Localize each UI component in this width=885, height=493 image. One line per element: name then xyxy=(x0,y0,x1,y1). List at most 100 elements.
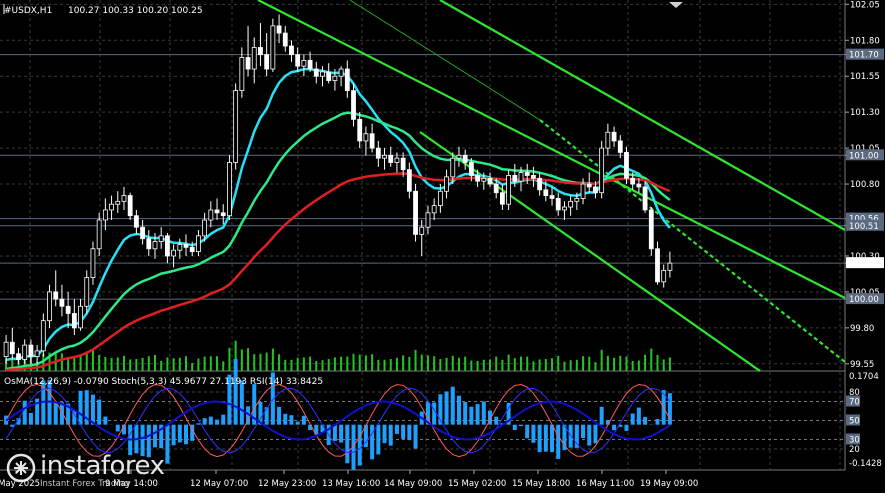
volume-bar xyxy=(259,353,262,371)
candle-body xyxy=(450,157,456,178)
oscillator-axis-label: 80 xyxy=(849,388,860,398)
volume-bar xyxy=(588,356,591,371)
osma-bar xyxy=(593,424,598,444)
candle-body xyxy=(363,133,369,142)
candle-body xyxy=(264,54,270,70)
candle-body xyxy=(102,209,108,221)
candle-body xyxy=(431,205,437,214)
price-label: 101.80 xyxy=(850,36,880,46)
volume-bar xyxy=(48,352,51,371)
volume-bar xyxy=(135,359,138,371)
volume-bar xyxy=(315,361,318,371)
osma-bar xyxy=(450,386,455,425)
volume-bar xyxy=(600,349,603,371)
volume-bar xyxy=(426,355,429,371)
osma-bar xyxy=(22,400,27,425)
candle-body xyxy=(47,291,52,322)
candle-body xyxy=(251,47,257,70)
candle-body xyxy=(617,140,623,153)
price-label: 99.55 xyxy=(850,360,874,370)
candle-body xyxy=(220,212,226,217)
volume-bar xyxy=(284,359,287,371)
osma-bar xyxy=(264,407,269,425)
osma-bar xyxy=(159,424,164,449)
volume-bar xyxy=(327,359,330,371)
osma-bar xyxy=(202,418,207,425)
candle-body xyxy=(630,177,636,185)
candle-body xyxy=(189,246,195,253)
price-label: 101.30 xyxy=(850,108,880,118)
candle-body xyxy=(152,241,158,250)
candle-body xyxy=(512,175,518,182)
candle-body xyxy=(605,131,611,149)
volume-bar xyxy=(5,359,8,371)
volume-bar xyxy=(253,354,256,371)
candle-body xyxy=(568,200,574,208)
candle-body xyxy=(332,75,338,81)
volume-bar xyxy=(333,357,336,371)
candle-body xyxy=(326,71,332,81)
volume-bar xyxy=(346,356,349,371)
volume-bar xyxy=(439,359,442,371)
price-label: 101.70 xyxy=(849,51,879,61)
osma-bar xyxy=(53,401,58,425)
osma-bar xyxy=(146,424,151,458)
volume-bars xyxy=(5,340,671,371)
candle-body xyxy=(239,57,245,91)
volume-bar xyxy=(240,349,243,371)
volume-bar xyxy=(141,357,144,371)
volume-bar xyxy=(358,354,361,371)
channel-line xyxy=(539,119,846,363)
price-axis: 102.05 101.80 101.70 101.55 101.30 101.05101.… xyxy=(845,0,884,469)
price-label-box xyxy=(846,257,884,269)
candle-body xyxy=(208,209,214,221)
volume-bar xyxy=(464,356,467,371)
time-label: 13 May 16:00 xyxy=(322,479,380,489)
osma-bar xyxy=(438,394,443,425)
price-label: 100.30 xyxy=(850,252,880,262)
osma-bar xyxy=(177,424,182,443)
candle-body xyxy=(28,344,34,358)
volume-bar xyxy=(582,356,585,371)
price-label: 100.25 xyxy=(849,259,879,269)
channel-line xyxy=(439,0,846,231)
stoch-signal-line xyxy=(5,387,671,454)
volume-bar xyxy=(538,359,541,371)
osma-bar xyxy=(487,410,492,425)
volume-bar xyxy=(389,359,392,371)
candle-body xyxy=(295,54,301,67)
osma-bar xyxy=(103,416,108,425)
candle-body xyxy=(65,305,71,314)
candle-body xyxy=(357,118,363,142)
volume-bar xyxy=(625,356,628,371)
volume-bar xyxy=(247,348,250,371)
oscillator-axis-label: -0.1428 xyxy=(849,459,882,469)
volume-bar xyxy=(60,353,63,371)
volume-bar xyxy=(122,355,125,371)
osma-bar xyxy=(140,424,145,457)
osma-bar xyxy=(227,374,232,425)
osma-bar xyxy=(215,419,220,425)
volume-bar xyxy=(104,357,107,371)
volume-bar xyxy=(110,357,113,371)
price-label: 101.05 xyxy=(850,144,880,154)
price-label: 100.00 xyxy=(849,295,879,305)
volume-bar xyxy=(637,360,640,371)
oscillator-panel xyxy=(0,359,845,470)
channel-line xyxy=(257,0,846,299)
candlesticks xyxy=(3,14,673,364)
candle-body xyxy=(518,172,524,182)
osma-bar xyxy=(643,416,648,425)
volume-bar xyxy=(383,359,386,371)
candle-body xyxy=(419,226,425,235)
candle-body xyxy=(183,244,189,248)
oscillator-axis-label: 0.1704 xyxy=(849,372,879,382)
candle-body xyxy=(196,235,201,253)
osma-bar xyxy=(252,384,257,425)
volume-bar xyxy=(445,357,448,371)
volume-bar xyxy=(395,357,398,371)
logo-tagline: Instant Forex Trading xyxy=(40,479,130,489)
candle-body xyxy=(413,190,418,235)
osma-bar xyxy=(78,390,83,425)
